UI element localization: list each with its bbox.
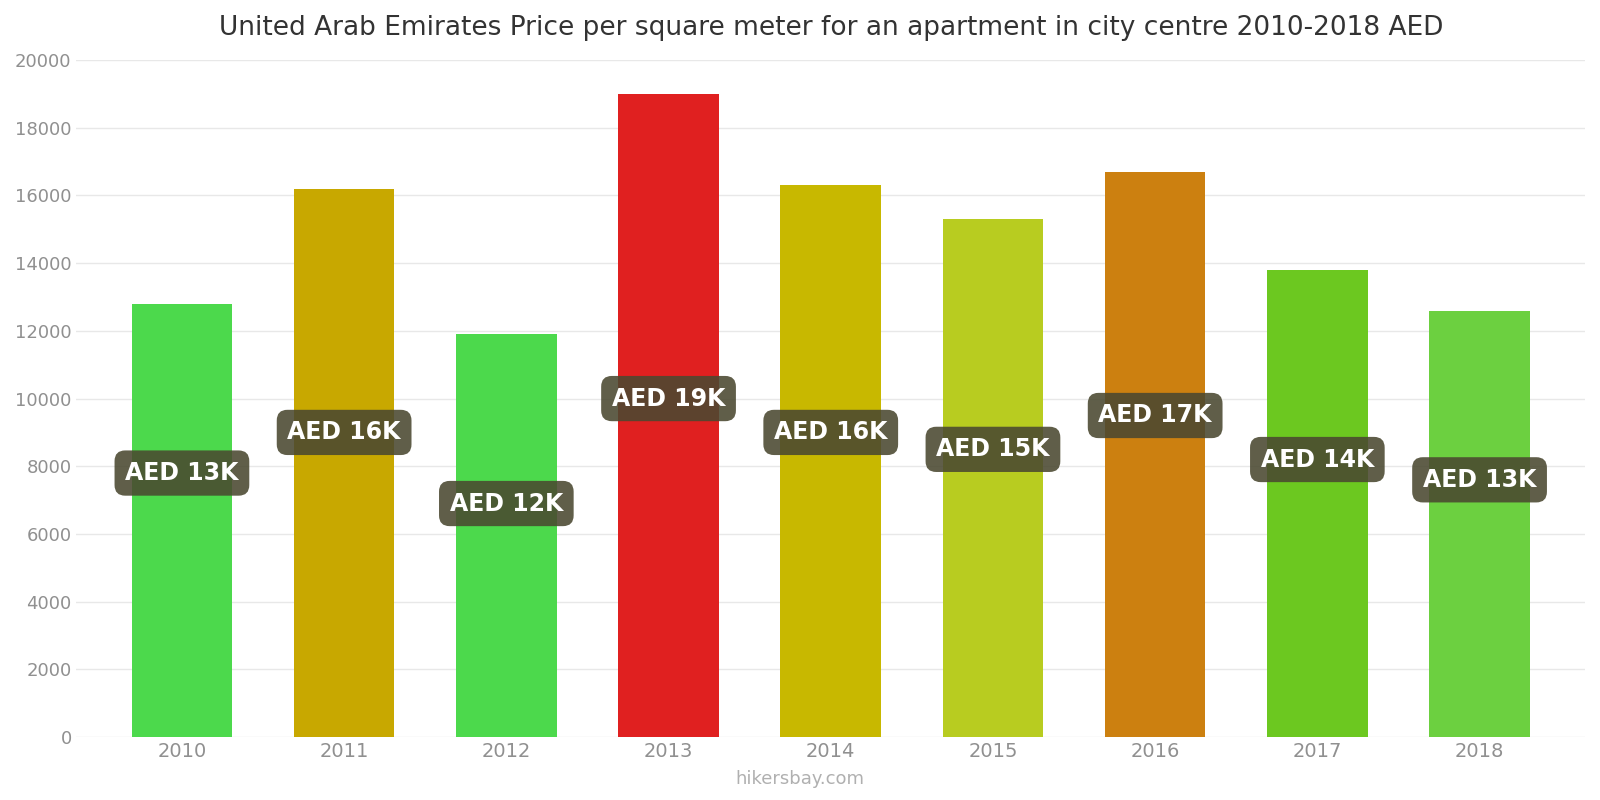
Text: hikersbay.com: hikersbay.com <box>736 770 864 788</box>
Text: AED 15K: AED 15K <box>936 438 1050 462</box>
Text: AED 13K: AED 13K <box>1422 468 1536 492</box>
Bar <box>131 304 232 737</box>
Bar <box>294 189 395 737</box>
Text: AED 17K: AED 17K <box>1099 403 1211 427</box>
Bar <box>1106 172 1205 737</box>
Text: AED 14K: AED 14K <box>1261 447 1374 471</box>
Text: AED 19K: AED 19K <box>611 386 725 410</box>
Bar <box>618 94 718 737</box>
Bar <box>942 219 1043 737</box>
Text: AED 16K: AED 16K <box>288 421 402 445</box>
Bar <box>456 334 557 737</box>
Bar <box>781 186 882 737</box>
Title: United Arab Emirates Price per square meter for an apartment in city centre 2010: United Arab Emirates Price per square me… <box>219 15 1443 41</box>
Text: AED 16K: AED 16K <box>774 421 888 445</box>
Bar <box>1429 310 1530 737</box>
Text: AED 12K: AED 12K <box>450 491 563 515</box>
Bar <box>1267 270 1368 737</box>
Text: AED 13K: AED 13K <box>125 461 238 485</box>
